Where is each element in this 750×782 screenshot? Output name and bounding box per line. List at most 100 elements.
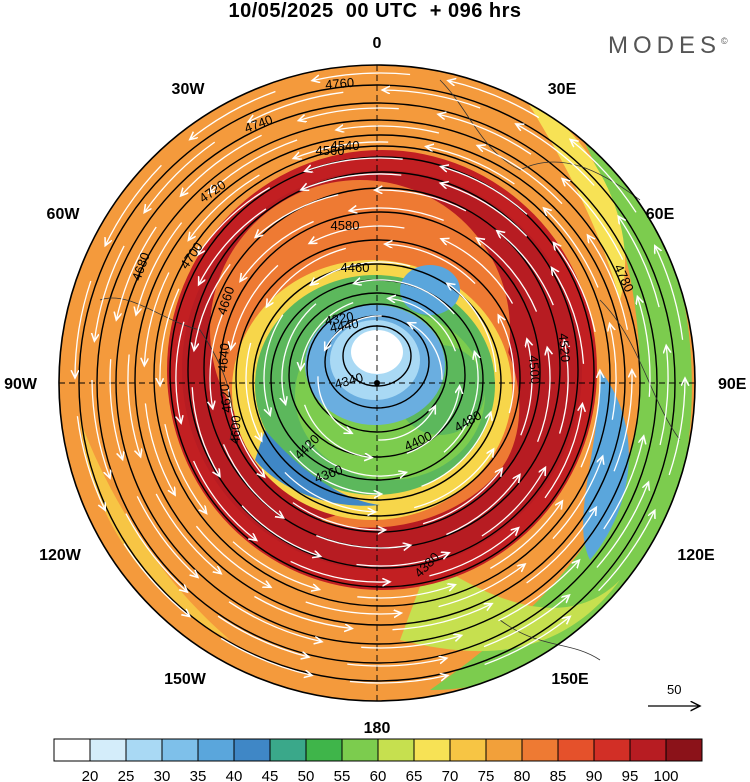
streamline (497, 231, 554, 306)
colorbar-tick: 90 (586, 768, 603, 782)
streamline (289, 450, 382, 494)
streamline (477, 146, 563, 205)
colorbar-swatch (53, 738, 91, 762)
streamline (232, 541, 319, 590)
streamline (481, 467, 546, 537)
streamline (155, 493, 221, 574)
streamline (544, 208, 599, 288)
colorbar-swatch (521, 738, 559, 762)
streamline (193, 460, 257, 541)
streamline (303, 404, 373, 458)
streamline (655, 246, 684, 340)
streamline (637, 296, 651, 397)
streamline (603, 436, 644, 530)
map-title: 10/05/2025 00 UTC + 096 hrs (228, 0, 522, 22)
streamline (195, 525, 271, 587)
contour-label: 4320 (324, 309, 355, 329)
streamline (347, 658, 447, 667)
streamline (123, 543, 190, 617)
streamline (105, 164, 162, 245)
streamline (484, 617, 571, 666)
streamline (659, 345, 668, 446)
streamline (446, 475, 520, 536)
wind-reference: 50 (648, 682, 700, 706)
streamline (227, 387, 264, 477)
streamline (266, 247, 346, 307)
streamline (441, 167, 528, 215)
streamline (191, 387, 220, 476)
streamline (188, 174, 260, 240)
streamline (426, 147, 515, 185)
streamline (570, 140, 637, 213)
colorbar-tick: 40 (226, 768, 243, 782)
colorbar-tick: 55 (334, 768, 351, 782)
contour-label: 4580 (331, 218, 360, 233)
colorbar-tick: 35 (190, 768, 207, 782)
coastlines (99, 79, 681, 661)
streamline (144, 403, 175, 495)
streamline (361, 635, 461, 649)
streamline (562, 179, 624, 260)
colorbar-tick: 70 (442, 768, 459, 782)
wind-streamlines (75, 72, 685, 684)
streamline (447, 283, 497, 373)
colorbar-swatch (449, 738, 487, 762)
brand-logo: MODES© (608, 32, 728, 60)
lon-label-120w: 120W (39, 547, 82, 564)
streamline (209, 139, 298, 193)
streamline (422, 468, 502, 525)
streamline (438, 114, 532, 155)
streamline (516, 124, 595, 186)
contour-label: 4560 (316, 143, 345, 158)
streamline (217, 615, 309, 657)
lon-label-150w: 150W (164, 671, 207, 688)
contour-label: 4760 (325, 75, 355, 92)
streamline (309, 225, 405, 243)
streamline (75, 280, 92, 378)
streamline (477, 238, 538, 312)
streamline (552, 268, 585, 364)
colorbar-swatch (557, 738, 595, 762)
streamline (421, 412, 491, 487)
wind-reference-value: 50 (667, 682, 681, 697)
lon-label-90e: 90E (718, 376, 747, 393)
streamline (553, 243, 596, 333)
lon-label-150e: 150E (551, 671, 589, 688)
streamline (544, 404, 582, 499)
streamline (282, 303, 317, 405)
streamline (618, 216, 660, 308)
streamline (498, 315, 515, 414)
streamline (241, 505, 321, 557)
streamline (378, 406, 435, 441)
colorbar-tick: 85 (550, 768, 567, 782)
streamline (240, 220, 314, 282)
streamline (440, 183, 528, 237)
colorbar-swatch (197, 738, 235, 762)
colorbar-tick: 100 (653, 768, 678, 782)
colorbar-swatch (125, 738, 163, 762)
lon-label-180: 180 (364, 720, 391, 737)
streamline (164, 423, 207, 513)
streamline (356, 553, 450, 567)
streamline (552, 456, 603, 540)
streamline (231, 264, 279, 349)
streamline (498, 560, 579, 622)
colorbar-swatch (485, 738, 523, 762)
streamline (349, 208, 444, 222)
streamline (536, 347, 550, 442)
streamline (305, 441, 407, 476)
streamline (406, 386, 460, 455)
streamline (354, 280, 455, 315)
colorbar-swatch (629, 738, 667, 762)
colorbar-swatch (305, 738, 343, 762)
colorbar-swatch (233, 738, 271, 762)
streamline (144, 141, 216, 213)
streamline (109, 359, 123, 459)
streamline (598, 510, 655, 592)
contour-label: 4520 (556, 333, 573, 363)
colorbar-tick: 25 (118, 768, 135, 782)
streamline (254, 595, 352, 629)
streamline (408, 323, 443, 380)
streamline (668, 378, 685, 476)
